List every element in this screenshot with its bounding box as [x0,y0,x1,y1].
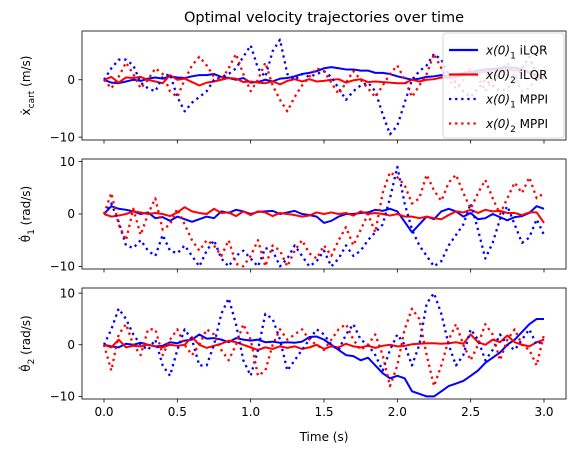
y-tick-label: 0 [67,338,75,352]
legend-entry-label: x(0)1 iLQR [485,44,547,62]
chart-panels: −10 0 ẋcart (m/s) −10 0 10 θ̇1 (rad/s) −10 0 10 0.… [18,30,567,419]
x-axis-label: Time (s) [299,430,349,444]
subplot-2: −10 0 10 θ̇1 (rad/s) [18,155,567,274]
series-line-1 [103,317,544,398]
y-tick-label: −10 [50,130,75,144]
x-tick-label: 0.0 [94,405,113,419]
y-tick-label: −10 [50,260,75,274]
x-tick-label: 3.0 [534,405,553,419]
legend-entry-label: x(0)2 iLQR [485,68,547,86]
series-line-4 [103,52,545,113]
series-line-3 [103,165,546,268]
y-tick-label: 10 [60,155,75,169]
x-tick-label: 1.5 [314,405,333,419]
y-axis-label: θ̇2 (rad/s) [18,315,37,371]
legend-entry-label: x(0)1 MPPI [485,93,548,111]
x-tick-label: 2.5 [461,405,480,419]
series-line-4 [102,307,546,388]
legend-box [442,32,565,139]
series-line-1 [103,205,545,234]
series-line-2 [103,206,545,224]
x-tick-label: 0.5 [168,405,187,419]
x-tick-label: 2.0 [388,405,407,419]
y-axis-label: ẋcart (m/s) [19,56,37,116]
y-axis-label: θ̇1 (rad/s) [18,186,37,242]
legend-entry-label: x(0)2 MPPI [485,117,548,135]
x-tick-label: 1.0 [241,405,260,419]
y-tick-label: 0 [67,73,75,87]
subplot-series [102,292,546,398]
chart-title: Optimal velocity trajectories over time [184,10,464,26]
chart-legend: x(0)1 iLQR x(0)2 iLQR x(0)1 MPPI x(0)2 MPPI [442,32,565,139]
y-tick-label: 10 [60,286,75,300]
y-tick-label: −10 [50,390,75,404]
subplot-series [102,165,546,268]
y-tick-label: 0 [67,207,75,221]
subplot-3: −10 0 10 0.0 0.5 1.0 1.5 2.0 2.5 3.0 θ̇2 (rad/s) [18,286,567,419]
axes-frame [81,287,567,400]
series-line-3 [102,292,545,377]
